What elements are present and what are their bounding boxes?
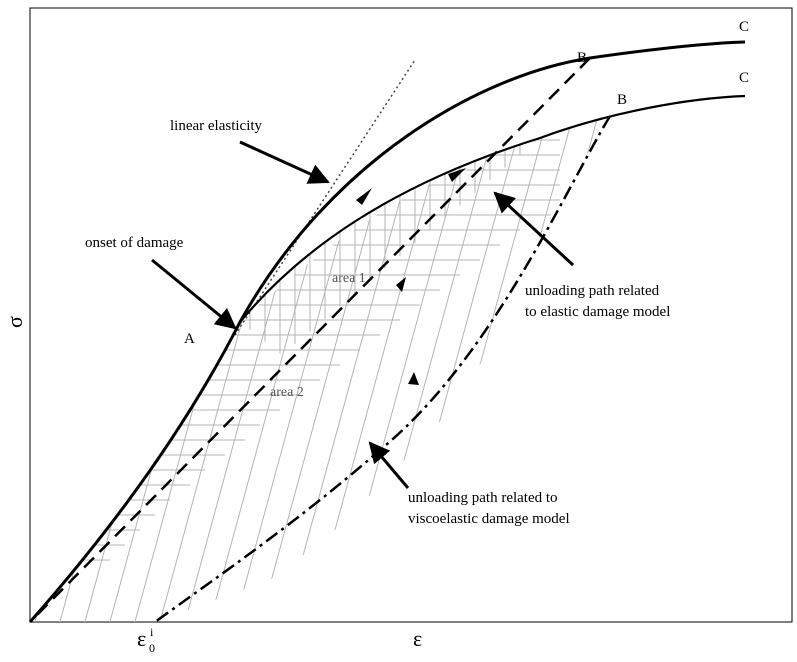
viscoelastic-unloading-label-line2: viscoelastic damage model — [408, 511, 570, 527]
point-a-label: A — [184, 331, 195, 347]
y-axis-sigma-label: σ — [2, 316, 27, 328]
dashdot-line-arrow — [408, 372, 419, 385]
area-2-hatching — [30, 116, 610, 622]
viscoelastic-unloading-dashdot-line — [154, 115, 612, 624]
plot-frame — [29, 7, 793, 623]
dashed-line-arrow — [396, 277, 406, 292]
lower-curve-arrow — [448, 168, 466, 182]
svg-text:ε: ε — [137, 626, 146, 651]
point-b-lower-label: B — [617, 92, 627, 108]
linear-elasticity-pointer — [239, 140, 330, 184]
svg-text:0: 0 — [149, 641, 155, 655]
viscoelastic-unloading-label-line1: unloading path related to — [408, 490, 558, 506]
x-axis-epsilon-label: ε — [413, 626, 422, 651]
svg-text:i: i — [150, 625, 154, 639]
viscoelastic-unloading-pointer — [368, 441, 410, 489]
lower-loading-curve — [239, 94, 746, 323]
elastic-unloading-pointer — [493, 191, 575, 267]
x-tick-epsilon-0-i: ε 0 i — [137, 625, 155, 655]
point-c-upper-label: C — [739, 19, 749, 35]
point-c-lower-label: C — [739, 70, 749, 86]
elastic-unloading-label-line2: to elastic damage model — [525, 304, 670, 320]
onset-of-damage-pointer — [151, 258, 237, 330]
area-1-label: area 1 — [332, 271, 366, 286]
elastic-unloading-label-line1: unloading path related — [525, 283, 660, 299]
upper-loading-curve — [28, 40, 746, 623]
point-b-upper-label: B — [577, 50, 587, 66]
onset-of-damage-label: onset of damage — [85, 235, 184, 251]
area-2-label: area 2 — [270, 385, 304, 400]
elastic-unloading-dashed-line — [29, 57, 591, 623]
linear-elasticity-label: linear elasticity — [170, 118, 263, 134]
upper-curve-arrow — [356, 188, 372, 205]
